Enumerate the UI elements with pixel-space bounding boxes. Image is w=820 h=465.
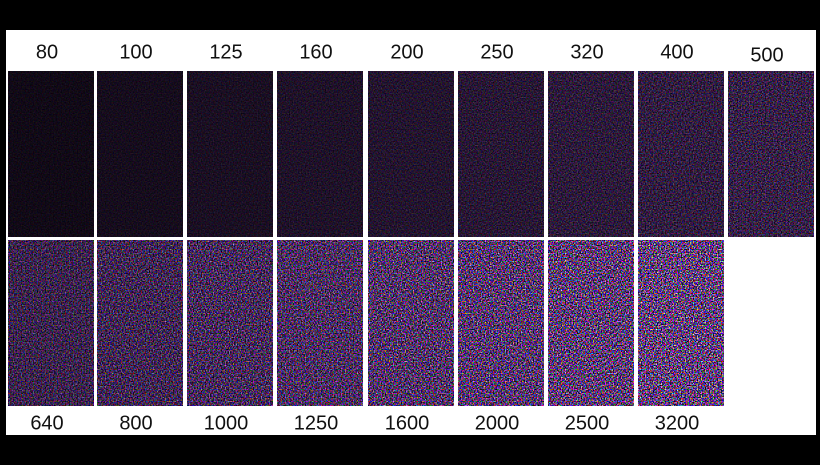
noise-tile bbox=[638, 71, 724, 237]
iso-label: 80 bbox=[36, 41, 58, 63]
noise-tile bbox=[97, 240, 183, 406]
noise-tile bbox=[97, 71, 183, 237]
iso-label: 1250 bbox=[294, 412, 339, 434]
noise-tile bbox=[277, 240, 363, 406]
noise-tile bbox=[728, 71, 814, 237]
iso-label: 400 bbox=[660, 41, 693, 63]
iso-label: 800 bbox=[119, 412, 152, 434]
noise-tile bbox=[548, 240, 634, 406]
noise-tile bbox=[187, 240, 273, 406]
iso-label: 640 bbox=[30, 412, 63, 434]
iso-label: 1000 bbox=[204, 412, 249, 434]
noise-tile bbox=[368, 71, 454, 237]
iso-label: 200 bbox=[390, 41, 423, 63]
iso-label: 320 bbox=[570, 41, 603, 63]
iso-label: 250 bbox=[480, 41, 513, 63]
noise-tile bbox=[548, 71, 634, 237]
iso-label: 2500 bbox=[565, 412, 610, 434]
noise-tile bbox=[458, 71, 544, 237]
iso-label: 160 bbox=[299, 41, 332, 63]
iso-label: 125 bbox=[209, 41, 242, 63]
noise-tile bbox=[638, 240, 724, 406]
noise-tile bbox=[458, 240, 544, 406]
iso-label: 2000 bbox=[475, 412, 520, 434]
iso-label: 3200 bbox=[655, 412, 700, 434]
noise-tile bbox=[8, 71, 94, 237]
iso-label: 1600 bbox=[385, 412, 430, 434]
noise-tile bbox=[8, 240, 94, 406]
iso-label: 100 bbox=[119, 41, 152, 63]
noise-tile bbox=[187, 71, 273, 237]
iso-label: 500 bbox=[750, 44, 783, 66]
noise-tile bbox=[368, 240, 454, 406]
noise-tile bbox=[277, 71, 363, 237]
